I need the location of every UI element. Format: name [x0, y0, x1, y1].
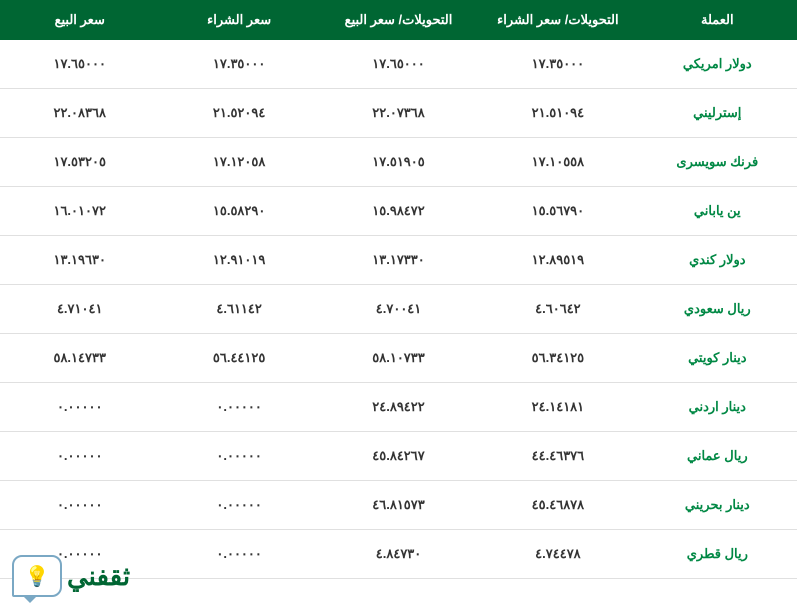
- buy-value: ٠.٠٠٠٠٠: [159, 383, 318, 432]
- transfer-sell-value: ٤٥.٨٤٢٦٧: [319, 432, 478, 481]
- sell-value: ٤.٧١٠٤١: [0, 285, 159, 334]
- currency-name: ريال سعودي: [638, 285, 797, 334]
- header-transfer-sell: التحويلات/ سعر البيع: [319, 0, 478, 40]
- watermark: 💡 ثقفني: [12, 555, 130, 597]
- transfer-sell-value: ٢٤.٨٩٤٢٢: [319, 383, 478, 432]
- buy-value: ٥٦.٤٤١٢٥: [159, 334, 318, 383]
- sell-value: ١٧.٥٣٢٠٥: [0, 138, 159, 187]
- currency-name: دينار بحريني: [638, 481, 797, 530]
- currency-name: دينار اردني: [638, 383, 797, 432]
- transfer-sell-value: ١٧.٦٥٠٠٠: [319, 40, 478, 89]
- table-row: ريال عماني٤٤.٤٦٣٧٦٤٥.٨٤٢٦٧٠.٠٠٠٠٠٠.٠٠٠٠٠: [0, 432, 797, 481]
- table-row: ين ياباني١٥.٥٦٧٩٠١٥.٩٨٤٧٢١٥.٥٨٢٩٠١٦.٠١٠٧…: [0, 187, 797, 236]
- transfer-sell-value: ٢٢.٠٧٣٦٨: [319, 89, 478, 138]
- table-row: ريال سعودي٤.٦٠٦٤٢٤.٧٠٠٤١٤.٦١١٤٢٤.٧١٠٤١: [0, 285, 797, 334]
- currency-name: إسترليني: [638, 89, 797, 138]
- table-row: إسترليني٢١.٥١٠٩٤٢٢.٠٧٣٦٨٢١.٥٢٠٩٤٢٢.٠٨٣٦٨: [0, 89, 797, 138]
- transfer-buy-value: ٥٦.٣٤١٢٥: [478, 334, 637, 383]
- currency-name: فرنك سويسرى: [638, 138, 797, 187]
- currency-name: دولار كندي: [638, 236, 797, 285]
- transfer-sell-value: ٤٦.٨١٥٧٣: [319, 481, 478, 530]
- transfer-buy-value: ٤.٧٤٤٧٨: [478, 530, 637, 579]
- buy-value: ٢١.٥٢٠٩٤: [159, 89, 318, 138]
- currency-name: ين ياباني: [638, 187, 797, 236]
- sell-value: ٢٢.٠٨٣٦٨: [0, 89, 159, 138]
- watermark-text: ثقفني: [67, 561, 130, 592]
- transfer-buy-value: ٤٥.٤٦٨٧٨: [478, 481, 637, 530]
- transfer-buy-value: ٤.٦٠٦٤٢: [478, 285, 637, 334]
- transfer-buy-value: ٢٤.١٤١٨١: [478, 383, 637, 432]
- table-row: دينار اردني٢٤.١٤١٨١٢٤.٨٩٤٢٢٠.٠٠٠٠٠٠.٠٠٠٠…: [0, 383, 797, 432]
- sell-value: ٥٨.١٤٧٣٣: [0, 334, 159, 383]
- sell-value: ١٦.٠١٠٧٢: [0, 187, 159, 236]
- header-transfer-buy: التحويلات/ سعر الشراء: [478, 0, 637, 40]
- buy-value: ١٥.٥٨٢٩٠: [159, 187, 318, 236]
- buy-value: ٠.٠٠٠٠٠: [159, 432, 318, 481]
- transfer-buy-value: ١٢.٨٩٥١٩: [478, 236, 637, 285]
- transfer-sell-value: ٤.٨٤٧٣٠: [319, 530, 478, 579]
- currency-rates-table-container: العملة التحويلات/ سعر الشراء التحويلات/ …: [0, 0, 797, 579]
- currency-name: دينار كويتي: [638, 334, 797, 383]
- bulb-icon: 💡: [25, 564, 50, 589]
- transfer-sell-value: ١٥.٩٨٤٧٢: [319, 187, 478, 236]
- table-row: دينار كويتي٥٦.٣٤١٢٥٥٨.١٠٧٣٣٥٦.٤٤١٢٥٥٨.١٤…: [0, 334, 797, 383]
- buy-value: ٠.٠٠٠٠٠: [159, 530, 318, 579]
- sell-value: ١٣.١٩٦٣٠: [0, 236, 159, 285]
- currency-rates-table: العملة التحويلات/ سعر الشراء التحويلات/ …: [0, 0, 797, 579]
- transfer-sell-value: ٥٨.١٠٧٣٣: [319, 334, 478, 383]
- currency-name: دولار امريكي: [638, 40, 797, 89]
- buy-value: ١٧.١٢٠٥٨: [159, 138, 318, 187]
- transfer-buy-value: ١٧.٣٥٠٠٠: [478, 40, 637, 89]
- buy-value: ١٧.٣٥٠٠٠: [159, 40, 318, 89]
- transfer-buy-value: ١٧.١٠٥٥٨: [478, 138, 637, 187]
- table-row: دولار امريكي١٧.٣٥٠٠٠١٧.٦٥٠٠٠١٧.٣٥٠٠٠١٧.٦…: [0, 40, 797, 89]
- buy-value: ٤.٦١١٤٢: [159, 285, 318, 334]
- transfer-sell-value: ٤.٧٠٠٤١: [319, 285, 478, 334]
- transfer-buy-value: ٤٤.٤٦٣٧٦: [478, 432, 637, 481]
- sell-value: ٠.٠٠٠٠٠: [0, 383, 159, 432]
- header-row: العملة التحويلات/ سعر الشراء التحويلات/ …: [0, 0, 797, 40]
- table-header: العملة التحويلات/ سعر الشراء التحويلات/ …: [0, 0, 797, 40]
- table-row: فرنك سويسرى١٧.١٠٥٥٨١٧.٥١٩٠٥١٧.١٢٠٥٨١٧.٥٣…: [0, 138, 797, 187]
- transfer-sell-value: ١٣.١٧٣٣٠: [319, 236, 478, 285]
- sell-value: ٠.٠٠٠٠٠: [0, 432, 159, 481]
- sell-value: ١٧.٦٥٠٠٠: [0, 40, 159, 89]
- header-buy: سعر الشراء: [159, 0, 318, 40]
- currency-name: ريال قطري: [638, 530, 797, 579]
- table-row: دينار بحريني٤٥.٤٦٨٧٨٤٦.٨١٥٧٣٠.٠٠٠٠٠٠.٠٠٠…: [0, 481, 797, 530]
- table-body: دولار امريكي١٧.٣٥٠٠٠١٧.٦٥٠٠٠١٧.٣٥٠٠٠١٧.٦…: [0, 40, 797, 579]
- transfer-buy-value: ٢١.٥١٠٩٤: [478, 89, 637, 138]
- header-currency: العملة: [638, 0, 797, 40]
- transfer-buy-value: ١٥.٥٦٧٩٠: [478, 187, 637, 236]
- watermark-bubble-icon: 💡: [12, 555, 62, 597]
- sell-value: ٠.٠٠٠٠٠: [0, 481, 159, 530]
- buy-value: ٠.٠٠٠٠٠: [159, 481, 318, 530]
- table-row: دولار كندي١٢.٨٩٥١٩١٣.١٧٣٣٠١٢.٩١٠١٩١٣.١٩٦…: [0, 236, 797, 285]
- buy-value: ١٢.٩١٠١٩: [159, 236, 318, 285]
- header-sell: سعر البيع: [0, 0, 159, 40]
- transfer-sell-value: ١٧.٥١٩٠٥: [319, 138, 478, 187]
- currency-name: ريال عماني: [638, 432, 797, 481]
